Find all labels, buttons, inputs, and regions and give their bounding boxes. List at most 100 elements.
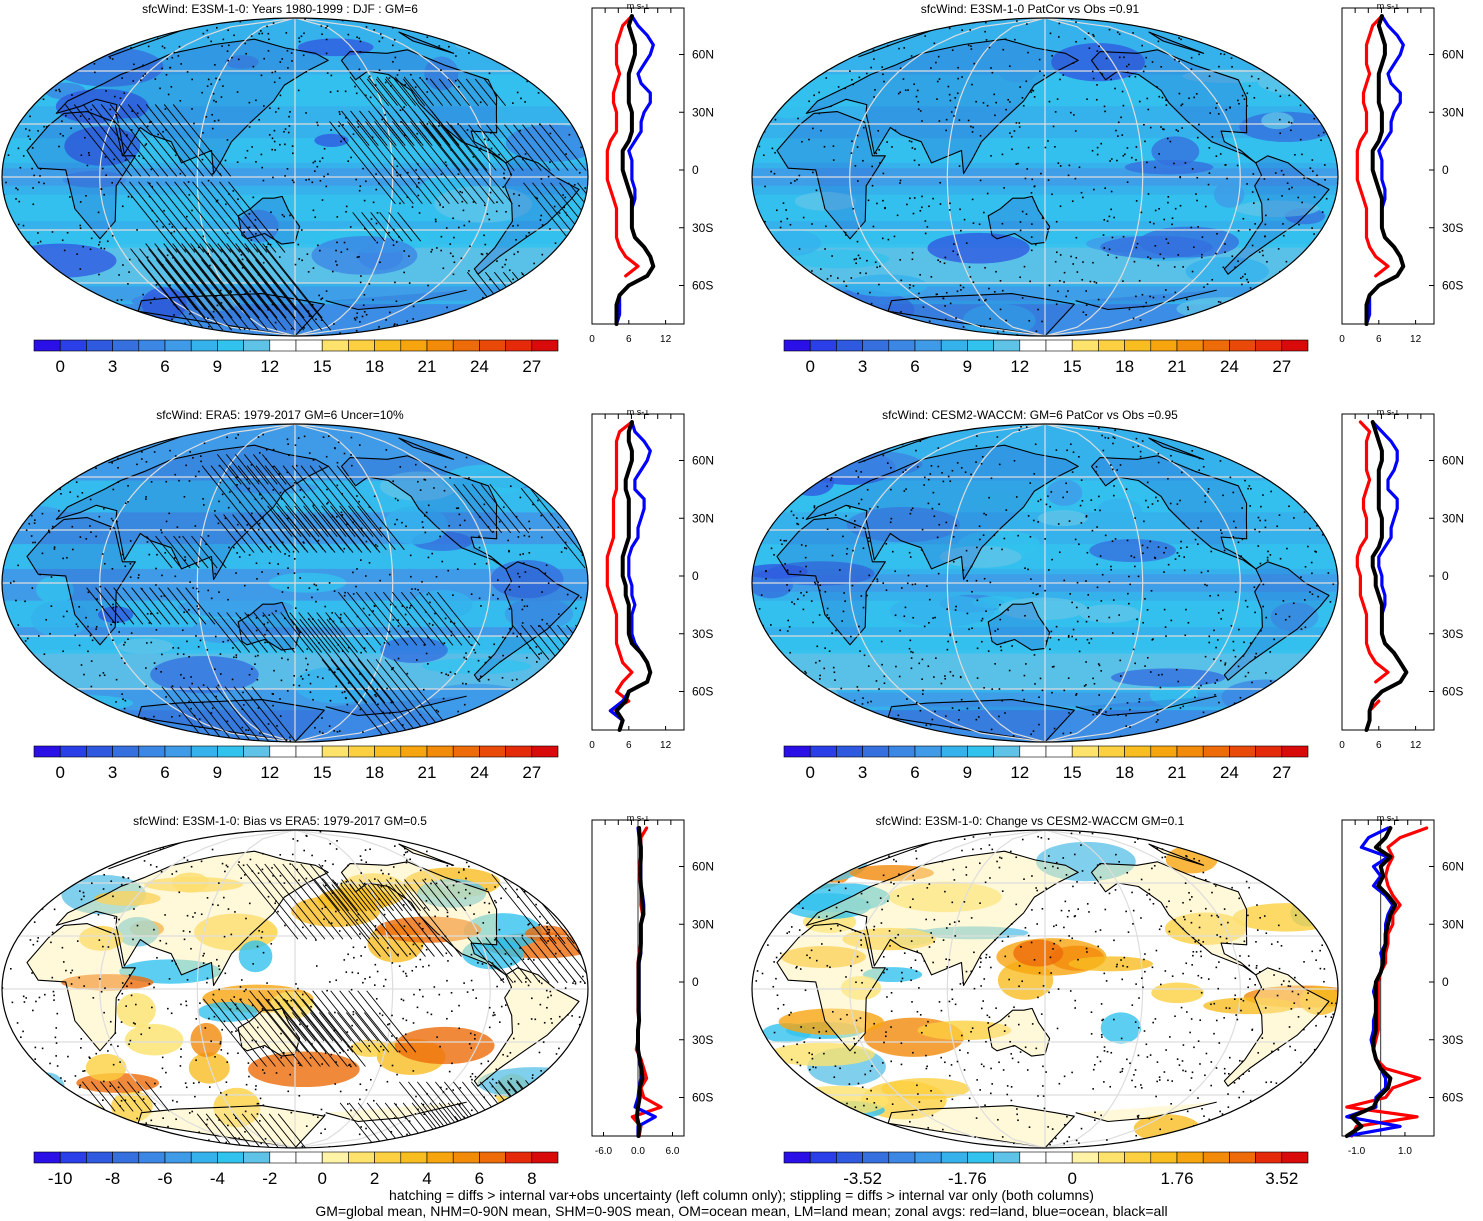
stipple-dot [1177,680,1179,683]
stipple-dot [246,478,248,481]
stipple-dot [288,454,290,457]
hatch-line [237,259,279,311]
stipple-dot [146,256,149,259]
stipple-dot [340,251,343,253]
hatch-line [239,998,294,1067]
hatch-line [290,619,359,704]
stipple-dot [61,946,64,949]
field-patch [1037,510,1088,527]
stipple-dot [175,270,178,273]
stipple-dot [458,1132,460,1135]
stipple-dot [1201,253,1203,256]
stipple-dot [61,431,63,434]
stipple-dot [818,614,821,616]
stipple-dot [565,83,567,85]
stipple-dot [937,572,940,575]
stipple-dot [1086,551,1089,554]
stipple-dot [422,741,425,742]
stipple-dot [57,724,59,726]
stipple-dot [163,47,166,49]
stipple-dot [255,232,257,235]
hatch-line [322,884,381,957]
stipple-dot [401,108,404,111]
stipple-dot [372,610,375,612]
stipple-dot [155,667,158,670]
stipple-dot [855,470,858,472]
stipple-dot [487,139,490,141]
stipple-dot [572,928,574,930]
stipple-dot [1138,100,1141,103]
hatch-line [294,990,345,1053]
stipple-dot [527,923,530,926]
stipple-dot [571,43,573,46]
stipple-dot [235,572,237,574]
stipple-dot [355,178,358,181]
stipple-dot [189,313,191,315]
stipple-dot [861,703,864,705]
stipple-dot [1244,273,1246,275]
stipple-dot [1107,254,1109,256]
stipple-dot [1193,96,1195,99]
colorbar-swatch [164,745,192,758]
stipple-dot [1075,606,1078,609]
stipple-dot [761,660,764,662]
stipple-dot [1200,684,1202,687]
hatch-line [203,998,258,1067]
stipple-dot [840,687,843,690]
field-patch [380,637,448,664]
stipple-dot [173,314,175,316]
hatch-line [459,124,497,171]
hatch-line [165,259,207,311]
stipple-dot [885,542,888,545]
stipple-dot [1159,686,1162,689]
stipple-dot [324,605,327,608]
stipple-dot [418,913,420,916]
stipple-dot [45,479,47,481]
colorbar-swatch [967,339,994,352]
stipple-dot [1276,712,1279,715]
stipple-dot [411,588,413,590]
stipple-dot [1224,251,1226,254]
stipple-dot [846,736,849,738]
stipple-dot [305,112,307,114]
zonal-lat-label: 30N [1442,511,1464,525]
colorbar-tick-label: 12 [1010,357,1029,376]
stipple-dot [279,491,282,494]
stipple-dot [207,317,209,320]
stipple-dot [522,743,524,745]
stipple-dot [778,683,780,686]
stipple-dot [1170,728,1173,731]
stipple-dot [285,32,288,34]
stipple-dot [1288,188,1291,190]
stipple-dot [463,703,466,706]
stipple-dot [1063,689,1066,692]
colorbar-swatch [295,339,323,352]
stipple-dot [50,605,53,607]
colorbar-tick-label: 0 [55,357,64,376]
stipple-dot [813,22,816,25]
stipple-dot [999,603,1001,606]
stipple-dot [1098,710,1100,713]
stipple-dot [355,92,358,95]
stipple-dot [62,650,64,653]
stipple-dot [206,649,209,651]
stipple-dot [1146,609,1149,611]
stipple-dot [284,143,286,146]
stipple-dot [1132,446,1135,448]
stipple-dot [553,261,556,263]
stipple-dot [1331,718,1333,721]
stipple-dot [1022,104,1025,107]
stipple-dot [318,730,321,733]
stipple-dot [844,231,847,234]
stipple-dot [1080,479,1083,481]
stipple-dot [470,833,473,836]
stipple-dot [438,125,440,127]
stipple-dot [30,535,33,537]
stipple-dot [496,260,498,262]
stipple-dot [368,561,371,564]
stipple-dot [463,224,466,227]
hatch-line [512,624,541,660]
stipple-dot [547,175,550,178]
stipple-dot [477,322,479,324]
stipple-dot [878,149,880,151]
